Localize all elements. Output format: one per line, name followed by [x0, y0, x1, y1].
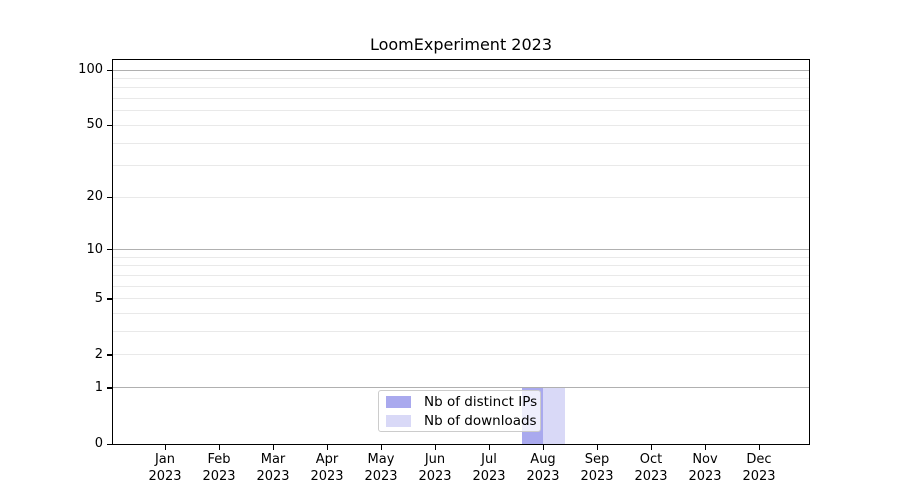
- minor-gridline: [113, 285, 809, 287]
- minor-gridline: [113, 165, 809, 167]
- minor-gridline: [113, 331, 809, 333]
- y-tick-mark: [107, 124, 112, 127]
- y-tick-mark: [107, 443, 112, 445]
- minor-gridline: [113, 77, 809, 79]
- y-tick-mark: [107, 69, 112, 71]
- x-tick-label: Jan 2023: [148, 452, 182, 484]
- minor-gridline: [113, 196, 809, 198]
- chart-title: LoomExperiment 2023: [369, 35, 553, 54]
- y-tick-mark: [107, 249, 112, 251]
- x-tick-label: Oct 2023: [634, 452, 668, 484]
- legend-swatch-distinct-ips: [386, 395, 411, 408]
- x-tick-label: Jun 2023: [418, 452, 452, 484]
- legend-label-distinct-ips: Nb of distinct IPs: [424, 393, 538, 410]
- legend: Nb of distinct IPs Nb of downloads: [378, 390, 541, 432]
- y-tick-label: 5: [94, 290, 103, 306]
- y-tick-mark: [107, 387, 112, 389]
- x-tick-label: May 2023: [364, 452, 398, 484]
- bar-nb-of-downloads: [543, 387, 565, 444]
- minor-gridline: [113, 87, 809, 89]
- x-tick-label: Jul 2023: [472, 452, 506, 484]
- x-tick-mark: [704, 445, 706, 450]
- x-tick-mark: [542, 445, 544, 450]
- minor-gridline: [113, 98, 809, 100]
- x-tick-label: Dec 2023: [742, 452, 776, 484]
- x-tick-mark: [272, 445, 274, 450]
- minor-gridline: [113, 142, 809, 144]
- x-tick-label: Aug 2023: [526, 452, 560, 484]
- x-tick-mark: [380, 445, 382, 450]
- minor-gridline: [113, 256, 809, 258]
- y-tick-mark: [107, 196, 112, 199]
- x-tick-label: Apr 2023: [310, 452, 344, 484]
- x-tick-mark: [434, 445, 436, 450]
- x-tick-mark: [758, 445, 760, 450]
- minor-gridline: [113, 265, 809, 267]
- x-tick-label: Feb 2023: [202, 452, 236, 484]
- x-tick-label: Sep 2023: [580, 452, 614, 484]
- minor-gridline: [113, 110, 809, 112]
- x-tick-mark: [164, 445, 166, 450]
- major-gridline: [113, 69, 809, 71]
- x-tick-label: Mar 2023: [256, 452, 290, 484]
- legend-item-distinct-ips: Nb of distinct IPs: [386, 392, 540, 411]
- x-tick-mark: [650, 445, 652, 450]
- minor-gridline: [113, 124, 809, 126]
- legend-swatch-downloads: [386, 414, 411, 427]
- plot-area: Nb of distinct IPs Nb of downloads: [112, 59, 810, 445]
- y-tick-mark: [107, 354, 112, 356]
- y-tick-label: 100: [78, 62, 103, 77]
- minor-gridline: [113, 274, 809, 276]
- major-gridline: [113, 387, 809, 389]
- minor-gridline: [113, 354, 809, 356]
- x-tick-mark: [326, 445, 328, 450]
- x-tick-label: Nov 2023: [688, 452, 722, 484]
- y-tick-label: 2: [94, 346, 103, 362]
- legend-item-downloads: Nb of downloads: [386, 411, 540, 430]
- legend-label-downloads: Nb of downloads: [424, 412, 537, 429]
- major-gridline: [113, 249, 809, 251]
- y-tick-label: 1: [94, 379, 103, 395]
- y-tick-label: 20: [86, 189, 103, 205]
- y-tick-mark: [107, 298, 112, 300]
- y-tick-label: 0: [94, 436, 103, 451]
- x-tick-mark: [596, 445, 598, 450]
- minor-gridline: [113, 298, 809, 300]
- x-tick-mark: [488, 445, 490, 450]
- y-tick-label: 50: [86, 117, 103, 133]
- minor-gridline: [113, 313, 809, 315]
- y-tick-label: 10: [86, 241, 103, 257]
- x-tick-mark: [218, 445, 220, 450]
